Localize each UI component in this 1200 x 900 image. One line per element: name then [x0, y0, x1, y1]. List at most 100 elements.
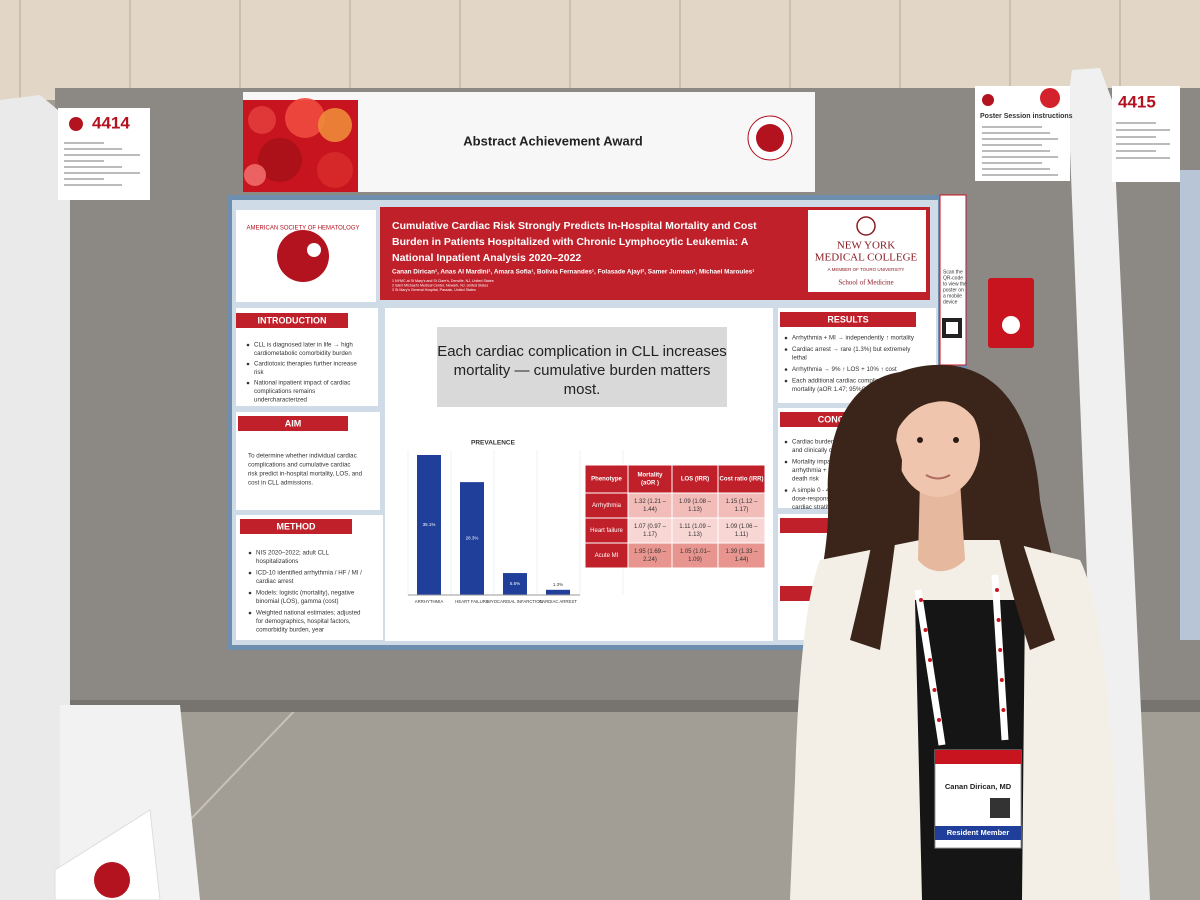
board-card-line [1116, 157, 1170, 159]
key-finding-bg [437, 327, 727, 407]
eye [917, 437, 923, 443]
table-cell-text: 1.09 (1.08 – [679, 499, 712, 505]
table-cell-text: 1.11 (1.09 – [679, 524, 711, 530]
bullet-text: National inpatient impact of cardiac [254, 380, 350, 387]
section-heading-bg [238, 416, 348, 431]
neck [918, 480, 965, 572]
bullet-dot [246, 381, 250, 385]
board-card-line [64, 166, 122, 168]
table-cell-text: 1.09) [688, 557, 702, 563]
board-number: 4415 [1118, 92, 1156, 111]
bar-value-label: 1.3% [553, 582, 563, 587]
badge-role: Resident Member [947, 828, 1010, 837]
bar [546, 589, 570, 595]
lanyard-dot [999, 678, 1004, 682]
college-name: NEW YORK [837, 240, 895, 252]
bullet-text: ICD-10 identified arrhythmia / HF / MI / [256, 570, 362, 577]
award-title: Abstract Achievement Award [463, 133, 642, 148]
bullet-text: Arrhythmia → 9% ↑ LOS + 10% ↑ cost [792, 366, 897, 373]
table-cell-text: Phenotype [591, 477, 622, 483]
poster-affiliation: 2 Saint Michael's Medical Center, Newark… [392, 283, 488, 287]
bullet-text: undercharacterized [254, 397, 308, 404]
session-card-line [982, 156, 1058, 158]
table-cell [717, 542, 766, 569]
bullet-text: cardiac arrest [256, 578, 294, 585]
bullet-dot [784, 460, 788, 464]
table-cell [627, 464, 673, 494]
bullet-text: lethal [792, 355, 807, 362]
face [896, 393, 980, 497]
table-cell [671, 464, 719, 494]
qr-note: QR-code [943, 275, 963, 281]
college-member: A MEMBER OF TOURO UNIVERSITY [828, 267, 905, 272]
section-heading-bg [240, 519, 352, 534]
table-cell-text: 1.17) [735, 507, 749, 513]
board-card-line [64, 178, 104, 180]
table-cell-text: Cost ratio (IRR) [720, 477, 764, 483]
hair-front [892, 377, 986, 440]
qr-code-inner [946, 322, 958, 334]
table-cell [671, 492, 719, 519]
poster-authors: Canan Dirican¹, Anas Al Mardini¹, Amara … [392, 269, 754, 276]
board-card-icon [69, 117, 83, 131]
board-card-line [1116, 136, 1156, 138]
table-cell-text: 1.44) [735, 557, 749, 563]
bar [417, 455, 441, 595]
bullet-text: for demographics, hospital factors, [256, 618, 351, 625]
bullet-text: risk [254, 369, 265, 376]
table-cell-text: LOS (IRR) [681, 477, 709, 483]
badge-header [935, 750, 1021, 764]
society-logo-hole [307, 243, 321, 257]
table-cell-text: Mortality [637, 473, 663, 479]
bullet-text: Weighted national estimates; adjusted [256, 610, 361, 617]
qr-note: to view the [943, 281, 967, 287]
board-card-line [1116, 143, 1170, 145]
bullet-text: hospitalizations [256, 558, 298, 565]
award-bubble [248, 106, 276, 134]
section-heading: INTRODUCTION [258, 315, 327, 325]
easel-right [1068, 68, 1150, 900]
college-school: School of Medicine [838, 279, 893, 287]
lanyard-dot [919, 598, 923, 602]
session-card-line [982, 144, 1042, 146]
bar-value-label: 35.1% [423, 522, 436, 527]
bullet-text: Models: logistic (mortality), negative [256, 590, 355, 597]
panel [236, 515, 383, 640]
lanyard-dot [995, 588, 999, 592]
table-cell [627, 492, 673, 519]
badge-qr [990, 798, 1010, 818]
lanyard-dot [928, 658, 932, 662]
key-finding: mortality — cumulative burden matters [454, 362, 711, 379]
board-number: 4414 [92, 113, 130, 132]
table-cell-text: 1.39 (1.33 – [725, 549, 758, 555]
table-cell [584, 464, 629, 494]
bullet-text: cardiometabolic comorbidity burden [254, 350, 352, 357]
table-cell [717, 464, 766, 494]
easel-sign [54, 809, 161, 900]
board-card-line [1116, 122, 1156, 124]
bar [460, 482, 484, 595]
board-card-line [64, 184, 122, 186]
qr-note: Scan the [943, 269, 963, 275]
board-card-line [64, 148, 122, 150]
table-cell [584, 542, 629, 569]
poster-title: National Inpatient Analysis 2020–2022 [392, 252, 581, 264]
bullet-dot [784, 489, 788, 492]
bar-category-label: HEART FAILURE [455, 599, 489, 604]
badge-footer [935, 826, 1021, 840]
bullet-dot [248, 551, 252, 555]
poster-title: Burden in Patients Hospitalized with Chr… [392, 236, 749, 248]
session-card-line [982, 150, 1050, 152]
bullet-dot [784, 440, 788, 444]
bullet-text: Arrhythmia + MI → independently ↑ mortal… [792, 335, 915, 342]
board-card [1112, 86, 1180, 182]
section-heading-bg [236, 313, 348, 328]
lanyard-dot [923, 628, 928, 632]
bullet-dot [246, 362, 250, 366]
bullet-text: Cardiac arrest → rare (1.3%) but extreme… [792, 346, 911, 353]
bullet-dot [248, 571, 252, 575]
session-card-line [982, 168, 1050, 170]
table-cell-text: 2.24) [643, 557, 657, 563]
bullet-text: CLL is diagnosed later in life → high [254, 342, 353, 349]
bullet-text: comorbidity burden, year [256, 627, 324, 634]
